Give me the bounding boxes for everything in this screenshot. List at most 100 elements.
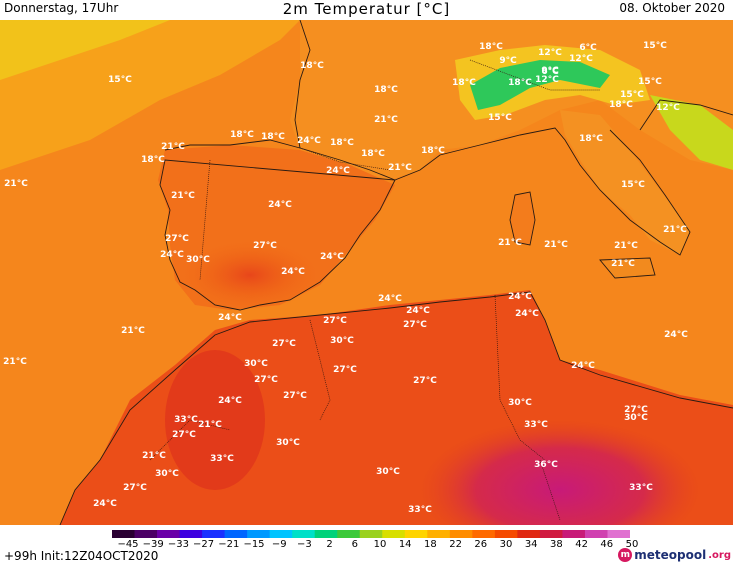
color-scale-swatch — [584, 530, 608, 538]
temperature-label: 18°C — [361, 149, 385, 159]
temperature-label: 21°C — [4, 179, 28, 189]
temperature-label: 18°C — [300, 61, 324, 71]
temperature-label: 33°C — [524, 420, 548, 430]
temperature-label: 27°C — [272, 339, 296, 349]
color-scale-tick-label: −9 — [271, 539, 287, 550]
temperature-label: 21°C — [142, 451, 166, 461]
temperature-label: 30°C — [376, 467, 400, 477]
temperature-label: 18°C — [374, 85, 398, 95]
color-scale-swatch — [269, 530, 293, 538]
temperature-label: 18°C — [609, 100, 633, 110]
temperature-label: 15°C — [638, 77, 662, 87]
temperature-label: 30°C — [244, 359, 268, 369]
morocco-hot-core — [165, 350, 265, 490]
land-sardinia — [510, 192, 535, 245]
color-scale-tick-label: 26 — [474, 539, 488, 550]
temperature-label: 21°C — [198, 420, 222, 430]
balkan-cool — [650, 95, 733, 170]
temperature-label: 24°C — [268, 200, 292, 210]
temperature-label: 12°C — [535, 75, 559, 85]
temperature-label: 18°C — [508, 78, 532, 88]
color-scale-swatch — [179, 530, 203, 538]
temperature-label: 24°C — [515, 309, 539, 319]
temperature-label: 24°C — [664, 330, 688, 340]
color-scale-swatch — [449, 530, 473, 538]
color-scale-swatch — [607, 530, 630, 538]
temperature-label: 15°C — [620, 90, 644, 100]
temperature-label: 33°C — [174, 415, 198, 425]
color-scale-tick-label: −45 — [117, 539, 139, 550]
temperature-label: 30°C — [276, 438, 300, 448]
brand-mark-icon: m — [618, 548, 633, 562]
color-scale-swatch — [134, 530, 158, 538]
temperature-label: 24°C — [326, 166, 350, 176]
forecast-day-label: Donnerstag, 17Uhr — [4, 1, 119, 15]
temperature-label: 21°C — [171, 191, 195, 201]
temperature-label: 21°C — [544, 240, 568, 250]
color-scale-swatch — [224, 530, 248, 538]
temperature-label: 24°C — [218, 313, 242, 323]
temperature-label: 12°C — [656, 103, 680, 113]
color-scale-tick-label: 34 — [524, 539, 538, 550]
temperature-label: 18°C — [330, 138, 354, 148]
color-scale-swatch — [404, 530, 428, 538]
temperature-label: 12°C — [538, 48, 562, 58]
temperature-label: 27°C — [403, 320, 427, 330]
color-scale-tick-label: 10 — [373, 539, 387, 550]
color-scale-swatch — [292, 530, 316, 538]
temperature-label: 15°C — [488, 113, 512, 123]
color-scale-tick-label: 46 — [600, 539, 614, 550]
temperature-label: 30°C — [155, 469, 179, 479]
temperature-label: 18°C — [452, 78, 476, 88]
color-scale-swatch — [337, 530, 361, 538]
temperature-label: 6°C — [579, 43, 597, 53]
temperature-label: 24°C — [571, 361, 595, 371]
temperature-label: 21°C — [388, 163, 412, 173]
temperature-label: 21°C — [121, 326, 145, 336]
temperature-label: 21°C — [611, 259, 635, 269]
iberia-hot-core — [180, 240, 320, 310]
temperature-label: 27°C — [123, 483, 147, 493]
temperature-label: 24°C — [218, 396, 242, 406]
color-scale-swatch — [202, 530, 226, 538]
alps-coldest — [470, 60, 610, 110]
temperature-label: 33°C — [408, 505, 432, 515]
color-scale-tick-label: 18 — [424, 539, 437, 550]
temperature-label: 24°C — [160, 250, 184, 260]
color-scale-swatch — [314, 530, 338, 538]
temperature-label: 6°C — [541, 67, 559, 77]
color-scale-swatch — [247, 530, 271, 538]
color-scale-swatch — [427, 530, 451, 538]
temperature-label: 30°C — [186, 255, 210, 265]
temperature-label: 24°C — [281, 267, 305, 277]
color-scale-tick-label: 6 — [351, 539, 358, 550]
color-scale-swatch — [472, 530, 496, 538]
temperature-label: 15°C — [621, 180, 645, 190]
temperature-label: 24°C — [406, 306, 430, 316]
temperature-label: 21°C — [498, 238, 522, 248]
color-scale-swatch — [112, 530, 136, 538]
temperature-label: 36°C — [534, 460, 558, 470]
coastlines — [59, 20, 733, 525]
legend-footer: −45 −39 −33 −27 −21 −15 −9 −3 2 6 10 14 18 22 26 30 34 38… — [0, 525, 733, 566]
model-run-label: +99h Init:12Z04OCT2020 — [4, 549, 159, 563]
color-scale-bar — [112, 530, 630, 538]
temperature-label: 27°C — [165, 234, 189, 244]
temperature-label: 27°C — [333, 365, 357, 375]
temperature-label: 27°C — [624, 405, 648, 415]
land-sicily — [600, 258, 655, 278]
color-scale-tick-label: −27 — [193, 539, 215, 550]
temperature-label: 27°C — [172, 430, 196, 440]
color-scale-tick-label: −3 — [297, 539, 312, 550]
temperature-label: 30°C — [508, 398, 532, 408]
temperature-label: 33°C — [210, 454, 234, 464]
brand-logo: m meteopool .org — [618, 548, 731, 562]
color-scale-tick-label: 2 — [326, 539, 333, 550]
temperature-label: 18°C — [141, 155, 165, 165]
color-scale-tick-label: 14 — [398, 539, 412, 550]
brand-name: meteopool — [634, 548, 707, 562]
temperature-label: 15°C — [643, 41, 667, 51]
color-scale-tick-label: −39 — [142, 539, 164, 550]
temperature-label: 27°C — [413, 376, 437, 386]
temperature-label: 18°C — [579, 134, 603, 144]
